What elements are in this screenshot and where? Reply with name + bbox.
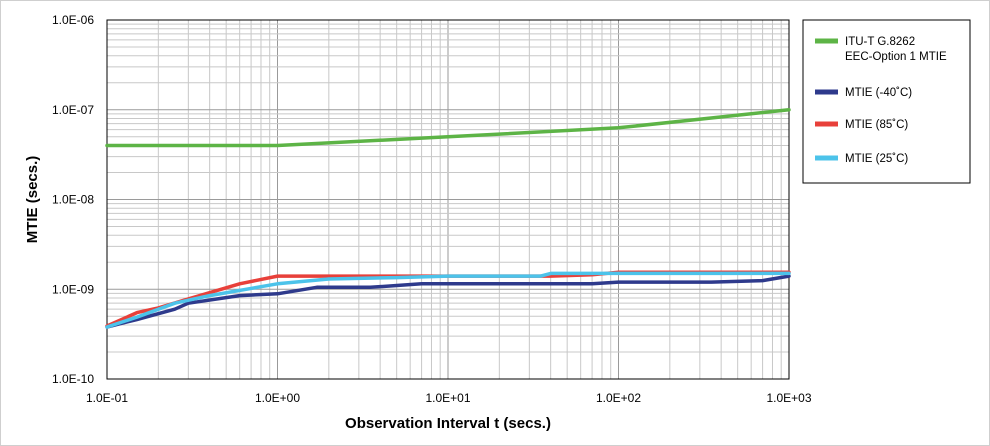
legend: ITU-T G.8262 EEC-Option 1 MTIE MTIE (-40˚C…	[802, 19, 971, 184]
series-line-1	[105, 108, 791, 148]
legend-label-2: MTIE (-40˚C)	[845, 87, 912, 99]
series-line-4	[105, 271, 791, 329]
x-axis-title: Observation Interval t (secs.)	[345, 415, 551, 432]
y-tick-label: 1.0E-09	[52, 282, 94, 296]
x-tick-label: 1.0E+03	[766, 391, 811, 405]
grid-lines	[106, 20, 789, 380]
y-tick-label: 1.0E-10	[52, 372, 94, 386]
legend-label-1: ITU-T G.8262	[845, 36, 915, 48]
y-tick-label: 1.0E-08	[52, 193, 94, 207]
series-line-2	[105, 274, 791, 329]
x-tick-labels: 1.0E-01 1.0E+00 1.0E+01 1.0E+02 1.0E+03	[86, 391, 812, 405]
y-tick-label: 1.0E-07	[52, 103, 94, 117]
x-tick-label: 1.0E+02	[596, 391, 641, 405]
y-tick-label: 1.0E-06	[52, 13, 94, 27]
legend-label-3: MTIE (85˚C)	[845, 119, 908, 131]
y-axis-title: MTIE (secs.)	[24, 156, 41, 244]
legend-label-4: MTIE (25˚C)	[845, 153, 908, 165]
x-tick-label: 1.0E+00	[255, 391, 300, 405]
x-tick-label: 1.0E+01	[425, 391, 470, 405]
x-tick-label: 1.0E-01	[86, 391, 128, 405]
plot-area	[106, 19, 790, 380]
y-tick-labels: 1.0E-06 1.0E-07 1.0E-08 1.0E-09 1.0E-10	[52, 13, 94, 386]
legend-label-1: EEC-Option 1 MTIE	[845, 51, 947, 63]
series-lines	[105, 108, 791, 329]
